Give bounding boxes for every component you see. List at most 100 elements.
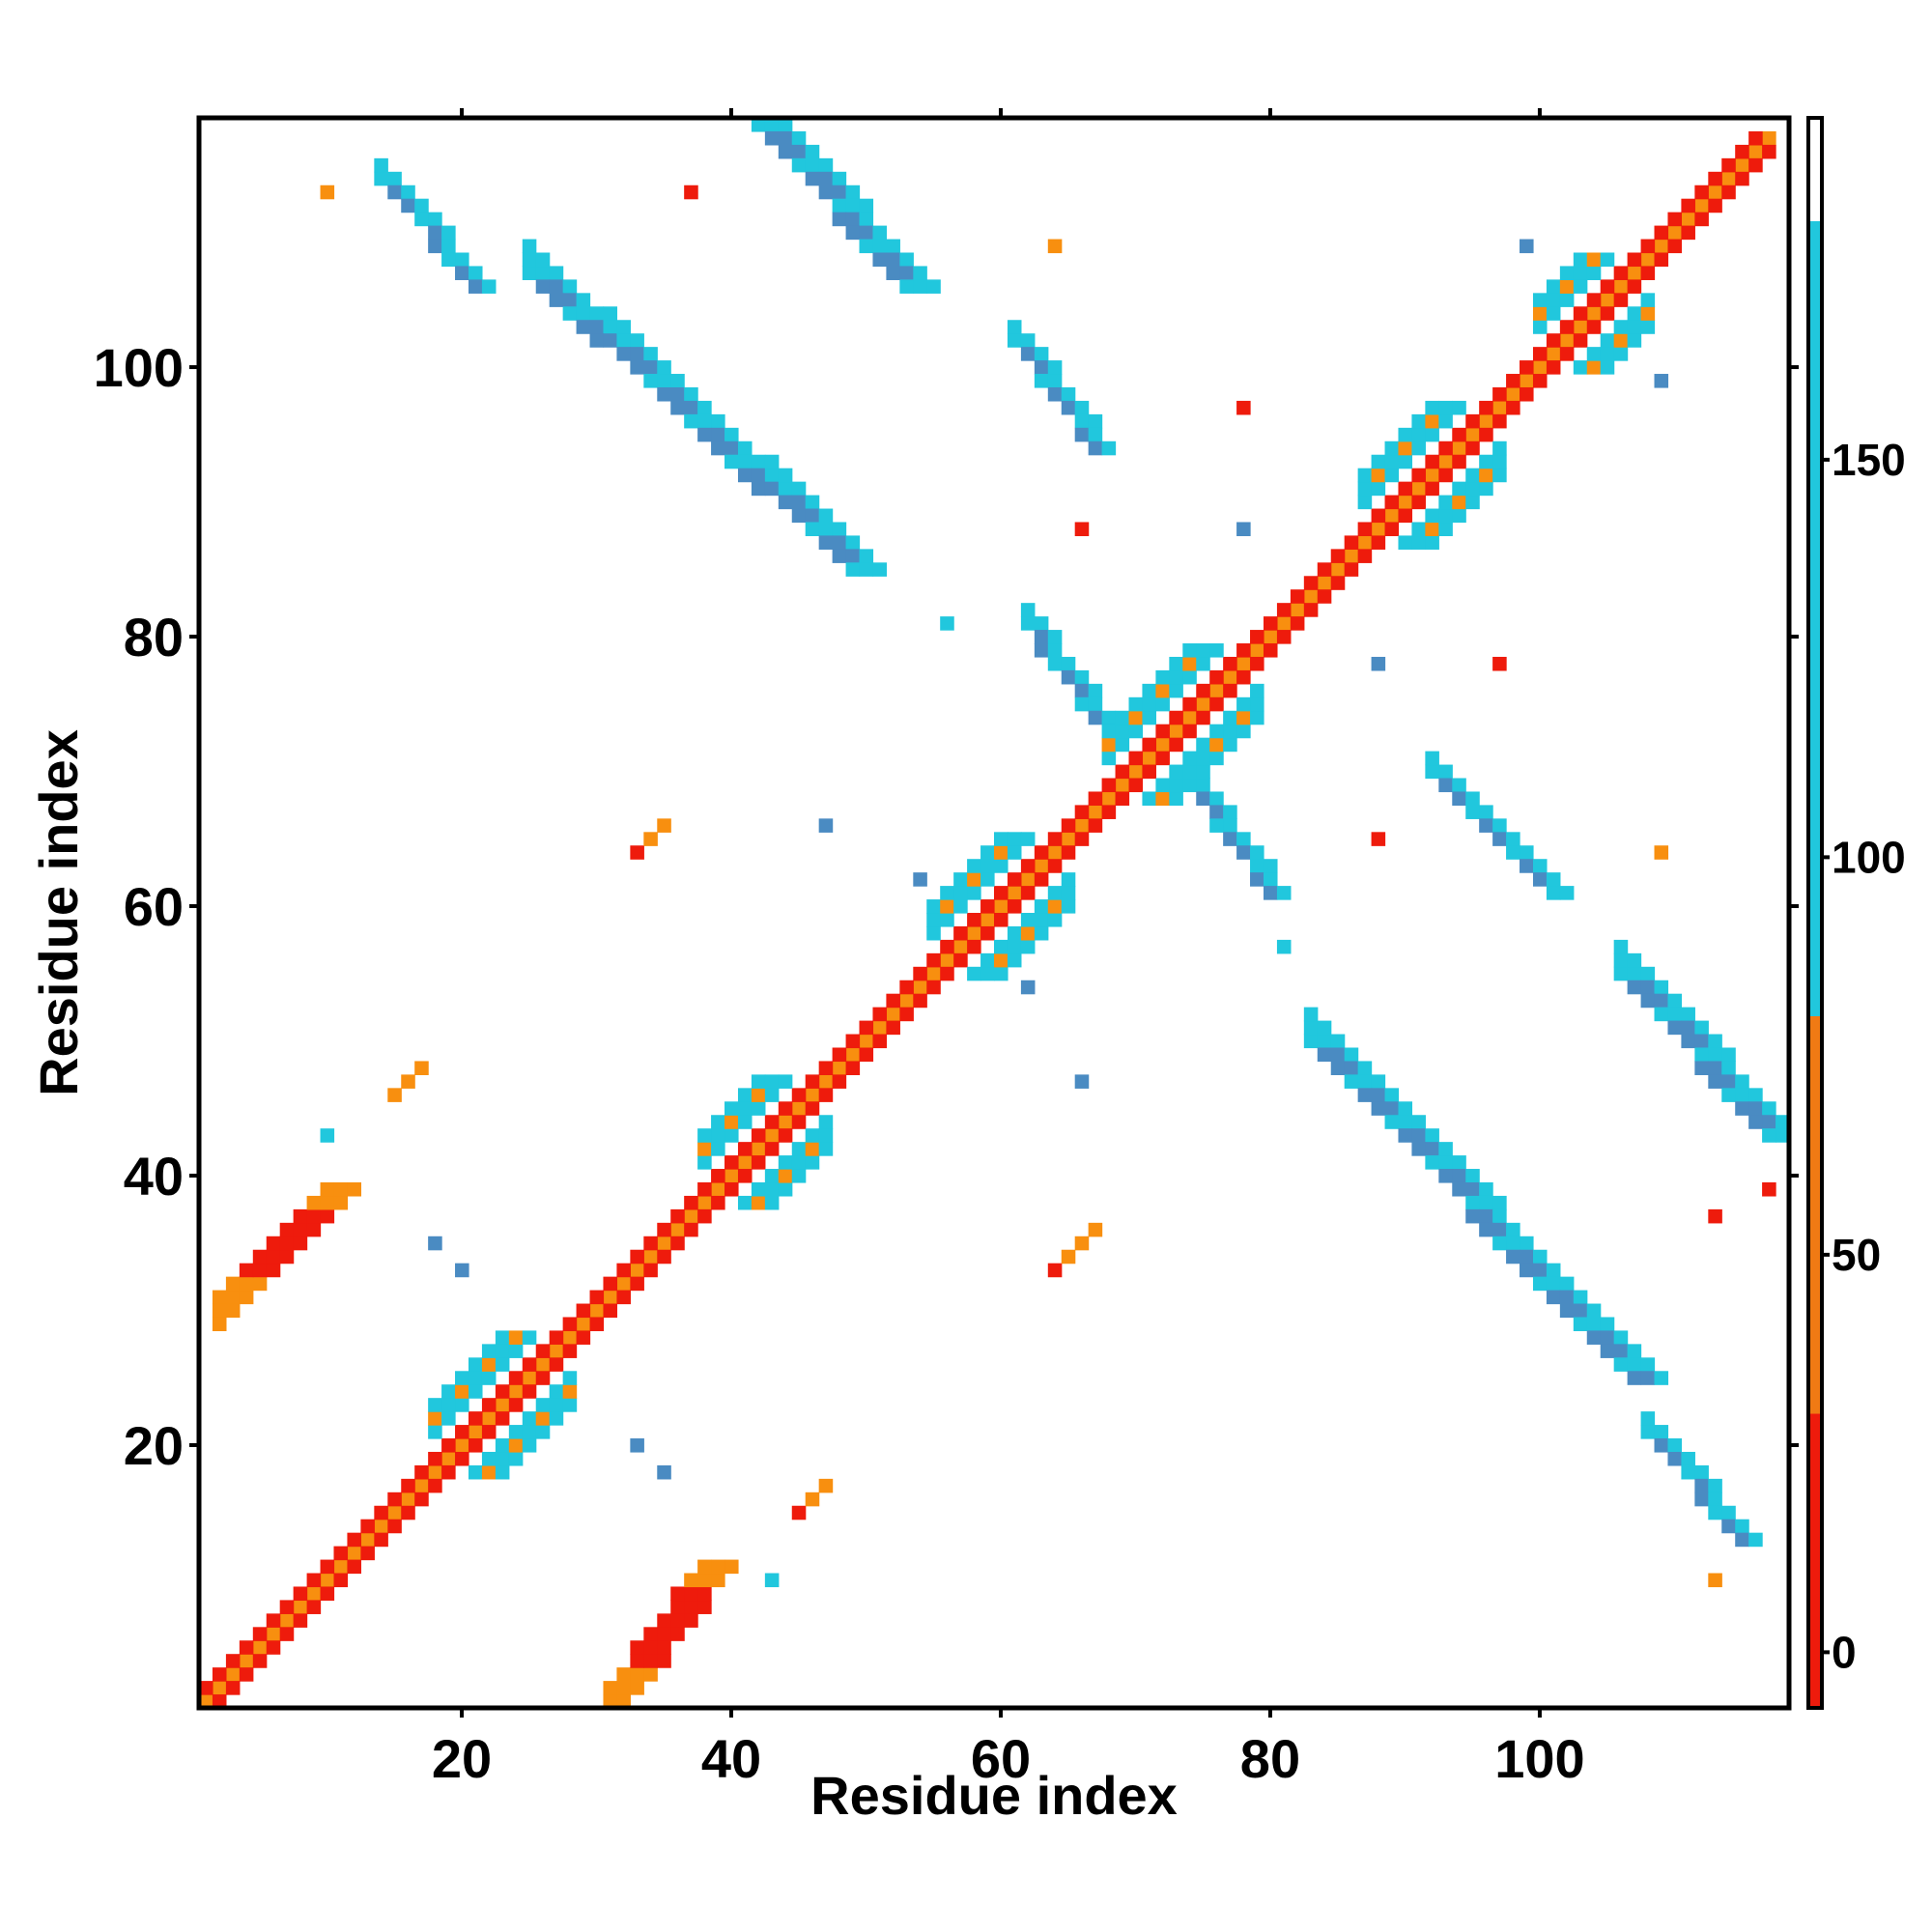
heatmap-cell — [1546, 279, 1561, 294]
heatmap-cell — [1236, 643, 1251, 658]
heatmap-cell — [1721, 171, 1736, 186]
heatmap-cell — [1654, 1425, 1669, 1439]
heatmap-cell — [791, 1169, 807, 1183]
heatmap-cell — [1613, 320, 1629, 334]
heatmap-cell — [940, 913, 954, 927]
heatmap-cell — [1007, 939, 1022, 954]
heatmap-cell — [1492, 656, 1507, 671]
heatmap-cell — [805, 1101, 820, 1116]
heatmap-cell — [616, 1681, 631, 1695]
heatmap-cell — [684, 1600, 698, 1614]
heatmap-cell — [1640, 966, 1656, 981]
heatmap-cell — [1088, 683, 1103, 698]
heatmap-cell — [522, 1357, 537, 1372]
x-tick-label: 20 — [432, 1728, 492, 1789]
heatmap-cell — [778, 118, 793, 132]
heatmap-cell — [711, 1128, 725, 1143]
heatmap-cell — [508, 1344, 524, 1358]
heatmap-cell — [926, 913, 941, 927]
colorbar-tick-label: 100 — [1832, 832, 1906, 882]
heatmap-cell — [1425, 508, 1439, 524]
heatmap-cell — [1263, 872, 1278, 887]
heatmap-cell — [1506, 400, 1520, 415]
heatmap-cell — [994, 886, 1009, 900]
heatmap-cell — [1276, 886, 1292, 900]
heatmap-cell — [1425, 454, 1439, 469]
heatmap-cell — [1479, 818, 1493, 833]
heatmap-cell — [535, 1371, 551, 1385]
heatmap-cell — [643, 1627, 658, 1641]
heatmap-cell — [778, 1101, 793, 1116]
heatmap-cell — [980, 845, 995, 860]
heatmap-cell — [1573, 279, 1588, 294]
heatmap-cell — [1061, 669, 1076, 685]
heatmap-cell — [1371, 1101, 1386, 1116]
heatmap-cell — [1452, 427, 1466, 442]
heatmap-cell — [818, 535, 834, 550]
heatmap-cell — [1425, 468, 1439, 483]
heatmap-cell — [697, 1128, 712, 1143]
heatmap-cell — [1506, 386, 1520, 402]
heatmap-cell — [441, 1451, 456, 1466]
heatmap-cell — [360, 1519, 375, 1534]
heatmap-cell — [818, 1088, 834, 1102]
heatmap-cell — [1115, 724, 1130, 739]
heatmap-cell — [1357, 549, 1373, 563]
heatmap-cell — [1398, 440, 1413, 456]
heatmap-cell — [657, 374, 671, 388]
heatmap-cell — [1479, 413, 1493, 429]
heatmap-cell — [576, 320, 591, 334]
heatmap-cell — [886, 1020, 900, 1036]
heatmap-cell — [1479, 454, 1493, 469]
heatmap-cell — [657, 1222, 671, 1237]
heatmap-cell — [401, 1492, 415, 1507]
x-axis-ticks: 20 40 60 80 100 — [432, 108, 1585, 1789]
heatmap-cell — [1425, 1128, 1439, 1143]
heatmap-cell — [1654, 845, 1669, 860]
heatmap-cell — [374, 157, 388, 173]
heatmap-cell — [764, 1169, 780, 1183]
heatmap-cell — [1708, 185, 1722, 200]
heatmap-cell — [428, 1425, 442, 1439]
heatmap-cell — [455, 266, 469, 280]
heatmap-cell — [1425, 427, 1439, 442]
heatmap-cell — [1061, 818, 1076, 833]
heatmap-cell — [1142, 696, 1156, 712]
heatmap-cell — [455, 1398, 469, 1412]
heatmap-cell — [751, 1142, 766, 1156]
heatmap-cell — [401, 1478, 415, 1493]
heatmap-cell — [603, 1681, 618, 1695]
heatmap-cell — [1492, 413, 1507, 429]
heatmap-cell — [468, 266, 483, 280]
colorbar-tick-label: 150 — [1832, 435, 1906, 485]
heatmap-cell — [737, 1195, 753, 1210]
heatmap-cell — [1559, 320, 1575, 334]
heatmap-cell — [455, 1425, 469, 1439]
heatmap-cell — [1546, 347, 1561, 361]
heatmap-cell — [428, 212, 442, 227]
heatmap-cell — [252, 1249, 268, 1264]
heatmap-cell — [441, 252, 456, 268]
heatmap-cell — [239, 1290, 254, 1305]
heatmap-cell — [724, 1559, 739, 1575]
heatmap-cell — [1303, 589, 1319, 604]
heatmap-cell — [737, 468, 753, 483]
heatmap-cell — [1061, 656, 1076, 671]
heatmap-cell — [1573, 333, 1588, 348]
heatmap-cell — [1600, 1344, 1615, 1358]
heatmap-cell — [1425, 522, 1439, 537]
heatmap-cell — [535, 252, 551, 268]
heatmap-cell — [1371, 832, 1386, 846]
heatmap-cell — [724, 1155, 739, 1170]
heatmap-cell — [1276, 603, 1292, 617]
heatmap-cell — [670, 1613, 685, 1628]
heatmap-cell — [441, 239, 456, 254]
heatmap-cell — [1101, 724, 1117, 739]
heatmap-cell — [657, 1627, 671, 1641]
heatmap-cell — [684, 400, 698, 415]
heatmap-cell — [1586, 266, 1602, 280]
heatmap-cell — [1438, 778, 1453, 793]
heatmap-cell — [805, 1155, 820, 1170]
heatmap-cell — [1088, 710, 1103, 725]
heatmap-cell — [1425, 535, 1439, 550]
